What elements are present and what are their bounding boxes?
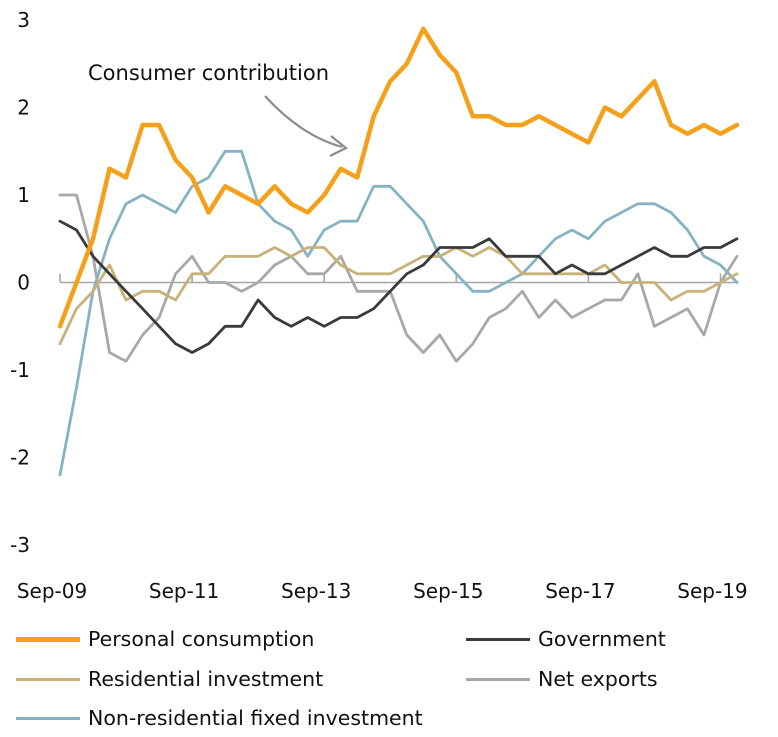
series-lines — [57, 26, 740, 477]
x-tick-label: Sep-09 — [17, 579, 87, 603]
x-tick-label: Sep-13 — [281, 579, 351, 603]
series-line-residential-investment — [58, 246, 739, 346]
x-tick-label: Sep-15 — [413, 579, 483, 603]
legend-item-personal-consumption: Personal consumption — [16, 624, 314, 654]
series-line-non-residential-fixed-investment — [58, 149, 739, 477]
y-tick-label: 0 — [17, 271, 30, 295]
legend-item-residential-investment: Residential investment — [16, 664, 323, 694]
legend-swatch — [466, 677, 530, 681]
y-tick-label: -3 — [10, 533, 30, 557]
x-tick-label: Sep-11 — [149, 579, 219, 603]
x-axis: Sep-09 Sep-11 Sep-13 Sep-15 Sep-17 Sep-19 — [17, 273, 748, 603]
legend-label: Residential investment — [88, 667, 324, 691]
legend-swatch — [16, 636, 80, 642]
y-tick-label: 3 — [17, 8, 30, 32]
series-line-net-exports — [58, 193, 739, 363]
y-axis-ticks: 3 2 1 0 -1 -2 -3 — [10, 8, 30, 557]
line-chart: 3 2 1 0 -1 -2 -3 Sep-09 Sep-11 Sep-13 Sep-15 Sep-1… — [10, 8, 748, 603]
legend-item-non-residential-fixed-investment: Non-residential fixed investment — [16, 703, 423, 733]
legend: Personal consumption Government Resident… — [0, 618, 778, 737]
y-tick-label: 2 — [17, 96, 30, 120]
y-tick-label: -1 — [10, 358, 30, 382]
legend-swatch — [16, 677, 80, 681]
legend-swatch — [16, 716, 80, 720]
legend-label: Net exports — [538, 667, 658, 691]
annotation-arrow — [264, 95, 343, 149]
annotation-arrowhead — [329, 135, 349, 157]
legend-item-net-exports: Net exports — [466, 664, 658, 694]
x-tick-label: Sep-17 — [545, 579, 615, 603]
legend-label: Personal consumption — [88, 627, 315, 651]
series-line-government — [58, 219, 739, 354]
legend-label: Government — [538, 627, 666, 651]
y-tick-label: 1 — [17, 183, 30, 207]
annotation-label: Consumer contribution — [88, 61, 329, 85]
legend-label: Non-residential fixed investment — [88, 706, 423, 730]
series-line-personal-consumption — [57, 26, 740, 329]
x-tick-label: Sep-19 — [677, 579, 747, 603]
y-tick-label: -2 — [10, 446, 30, 470]
legend-item-government: Government — [466, 624, 666, 654]
legend-swatch — [466, 637, 530, 641]
